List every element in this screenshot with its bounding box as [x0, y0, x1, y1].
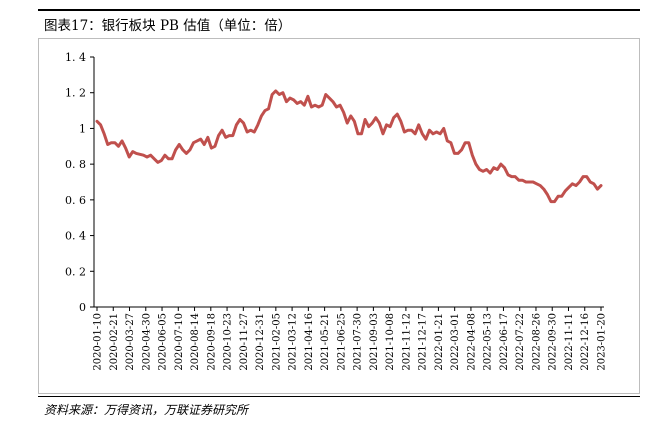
y-tick-label: 0	[79, 301, 86, 314]
series-line	[95, 89, 603, 204]
x-tick-label: 2020-08-14	[190, 313, 201, 371]
x-axis: 2020-01-10 2020-02-21 2020-03-27 2020-04-30…	[93, 306, 608, 371]
series-group	[95, 89, 603, 204]
y-axis: 0 0. 2 0. 4 0. 6 0. 8 1 1. 2 1. 4	[65, 51, 95, 314]
y-tick-label: 0. 2	[65, 265, 86, 278]
x-tick-label: 2022-05-13	[483, 313, 494, 371]
x-tick-label: 2021-05-21	[320, 313, 331, 371]
x-tick-label: 2021-03-12	[288, 313, 299, 371]
x-tick-label: 2020-06-05	[158, 313, 169, 371]
x-tick-label: 2022-07-22	[515, 313, 526, 371]
x-tick-label: 2022-11-11	[564, 313, 575, 371]
x-tick-label: 2021-04-16	[304, 313, 315, 371]
x-tick-label: 2020-01-10	[93, 313, 104, 371]
x-tick-label: 2020-02-21	[109, 313, 120, 371]
x-tick-label: 2021-06-25	[336, 313, 347, 371]
x-tick-label: 2022-09-30	[548, 313, 559, 371]
y-tick-label: 0. 6	[65, 194, 86, 207]
x-tick-label: 2022-06-17	[499, 313, 510, 371]
y-tick-label: 0. 4	[65, 230, 86, 243]
x-tick-label: 2020-12-31	[255, 313, 266, 371]
y-tick-label: 1. 2	[65, 87, 86, 100]
x-tick-label: 2022-08-26	[531, 313, 542, 371]
x-tick-label: 2021-11-12	[401, 313, 412, 371]
y-tick-label: 0. 8	[65, 158, 86, 171]
x-tick-label: 2021-09-03	[369, 313, 380, 371]
top-rule	[38, 9, 640, 11]
x-tick-label: 2021-12-17	[418, 313, 429, 371]
source-note: 资料来源：万得资讯，万联证券研究所	[44, 403, 249, 417]
x-tick-label: 2022-03-01	[450, 313, 461, 371]
x-tick-label: 2021-10-08	[385, 313, 396, 371]
y-tick-label: 1. 4	[65, 51, 86, 64]
x-tick-label: 2020-09-18	[206, 313, 217, 371]
x-tick-label: 2020-04-30	[141, 313, 152, 371]
x-tick-label: 2021-02-05	[271, 313, 282, 371]
x-tick-label: 2020-03-27	[125, 313, 136, 371]
y-tick-label: 1	[79, 122, 86, 135]
x-tick-label: 2022-12-16	[580, 313, 591, 371]
pb-valuation-line-chart: 00. 20. 40. 60. 811. 21. 4 2020-01-10 202…	[65, 51, 608, 371]
x-tick-label: 2020-11-27	[239, 313, 250, 371]
x-tick-label: 2020-07-10	[174, 313, 185, 371]
figure-title: 图表17：银行板块 PB 估值（单位：倍）	[44, 18, 292, 34]
x-tick-label: 2023-01-20	[597, 313, 608, 371]
x-tick-label: 2022-01-21	[434, 313, 445, 371]
chart-frame: 0 0. 2 0. 4 0. 6 0. 8 1 1. 2 1. 4 2020-01-10 202…	[38, 38, 640, 394]
x-tick-label: 2022-04-08	[466, 313, 477, 371]
x-tick-label: 2021-07-30	[353, 313, 364, 371]
bottom-rule	[38, 396, 640, 397]
x-tick-label: 2020-10-23	[223, 313, 234, 371]
